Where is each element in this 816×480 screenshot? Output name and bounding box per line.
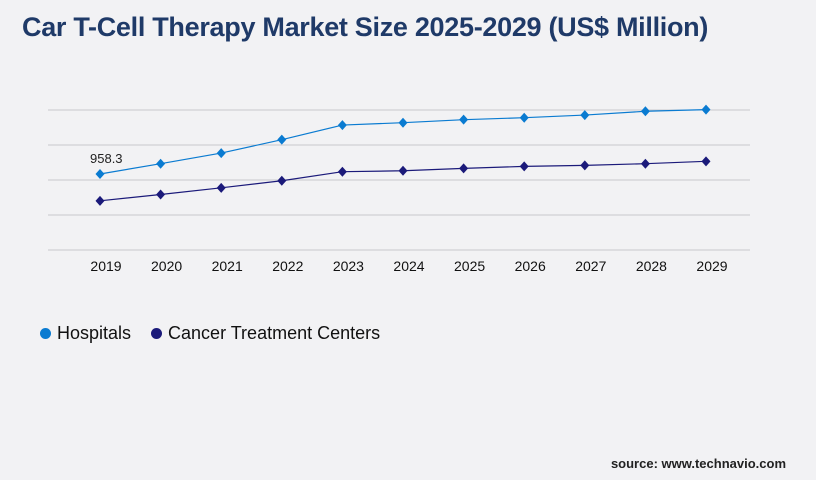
source-note: source: www.technavio.com xyxy=(610,456,786,471)
x-tick-label: 2020 xyxy=(151,258,182,274)
x-tick-label: 2027 xyxy=(575,258,606,274)
legend-item-cancer-treatment-centers: Cancer Treatment Centers xyxy=(151,323,380,344)
data-point xyxy=(701,104,711,115)
data-point xyxy=(277,134,287,145)
line-chart: 2019 2020 2021 2022 2023 2024 2025 2026 2027 2028… xyxy=(48,104,750,274)
x-tick-label: 2024 xyxy=(393,258,424,274)
data-point xyxy=(156,189,166,200)
x-tick-label: 2028 xyxy=(636,258,667,274)
data-point xyxy=(580,110,590,121)
data-point xyxy=(337,120,347,131)
x-tick-label: 2021 xyxy=(212,258,243,274)
data-point xyxy=(95,195,105,206)
data-label: 958.3 xyxy=(90,151,123,166)
legend-marker-icon xyxy=(151,328,163,339)
x-tick-label: 2019 xyxy=(90,258,121,274)
legend-label: Cancer Treatment Centers xyxy=(168,323,381,343)
x-tick-label: 2026 xyxy=(515,258,546,274)
data-point xyxy=(277,175,287,186)
data-point xyxy=(95,168,105,179)
data-point xyxy=(156,158,166,169)
chart-title: Car T-Cell Therapy Market Size 2025-2029… xyxy=(22,12,709,42)
data-point xyxy=(519,112,529,123)
legend-item-hospitals: Hospitals xyxy=(40,323,131,344)
x-tick-label: 2025 xyxy=(454,258,485,274)
legend-label: Hospitals xyxy=(57,323,132,343)
data-point xyxy=(519,161,529,172)
data-point xyxy=(459,114,469,125)
data-point xyxy=(398,165,408,176)
data-point xyxy=(216,148,226,159)
legend: Hospitals Cancer Treatment Centers xyxy=(40,323,380,344)
data-point xyxy=(701,156,711,167)
legend-marker-icon xyxy=(40,328,51,339)
data-point xyxy=(640,158,650,169)
data-point xyxy=(459,163,469,174)
data-point xyxy=(398,117,408,128)
x-tick-label: 2029 xyxy=(696,258,727,274)
data-point xyxy=(580,160,590,171)
x-tick-label: 2022 xyxy=(272,258,303,274)
data-point xyxy=(216,182,226,193)
x-tick-label: 2023 xyxy=(333,258,364,274)
data-point xyxy=(640,106,650,117)
data-point xyxy=(337,166,347,177)
